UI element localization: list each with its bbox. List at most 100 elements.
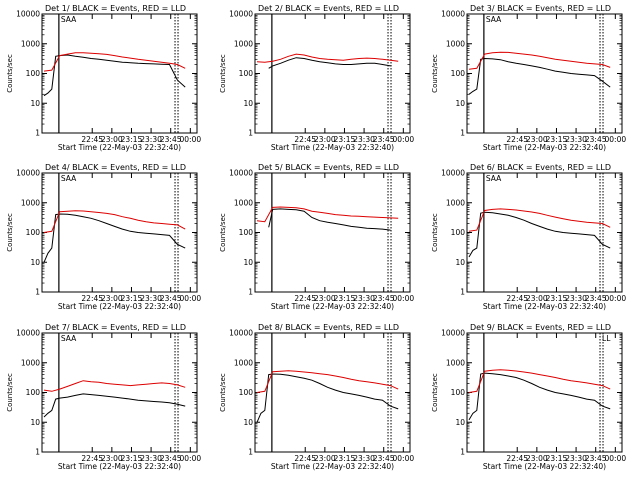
y-axis-label: Counts/sec [6,373,14,412]
plot-frame [466,172,623,293]
y-tick-label: 10000 [229,169,253,178]
x-tick-label: 23:45 [373,294,395,303]
y-tick-label: 10000 [16,169,40,178]
y-tick-label: 1000 [21,198,40,207]
y-tick-label: 1 [460,448,465,457]
x-tick-label: 23:30 [353,135,375,144]
y-tick-label: 1000 [446,39,465,48]
x-tick-label: 23:30 [565,294,587,303]
panel-title: Det 7/ BLACK = Events, RED = LLD [45,323,186,332]
x-tick-label: 23:30 [565,454,587,463]
marker-label: SAA [61,174,77,183]
y-tick-label: 10000 [441,169,465,178]
x-axis-label: Start Time (22-May-03 22:32:40) [271,143,394,152]
plot-frame [254,13,411,134]
x-axis-label: Start Time (22-May-03 22:32:40) [483,302,606,311]
x-tick-label: 22:45 [81,135,103,144]
x-tick-label: 23:00 [526,294,548,303]
x-tick-label: 23:45 [585,294,607,303]
x-tick-label: 00:00 [180,135,202,144]
y-tick-label: 100 [239,228,254,237]
series-line-red [468,208,611,232]
x-tick-label: 23:45 [160,454,182,463]
x-tick-label: 23:15 [334,454,356,463]
series-line-black [268,57,391,69]
y-tick-label: 10000 [229,329,253,338]
x-axis-label: Start Time (22-May-03 22:32:40) [271,302,394,311]
x-tick-label: 23:30 [353,294,375,303]
y-tick-label: 100 [451,228,466,237]
x-tick-label: 22:45 [81,294,103,303]
x-tick-label: 23:15 [546,454,568,463]
plot-frame [254,172,411,293]
panel-title: Det 4/ BLACK = Events, RED = LLD [45,163,186,172]
x-tick-label: 00:00 [393,294,415,303]
y-tick-label: 1 [35,448,40,457]
y-axis-label: Counts/sec [6,54,14,93]
panel-5: Det 5/ BLACK = Events, RED = LLD 1 10 100 10… [219,163,414,311]
y-tick-label: 10 [30,258,40,267]
y-tick-label: 100 [26,228,41,237]
x-tick-label: 23:00 [314,454,336,463]
x-tick-label: 22:45 [506,454,528,463]
y-tick-label: 1 [460,129,465,138]
marker-label: LL [602,334,611,343]
panel-title: Det 3/ BLACK = Events, RED = LLD [470,4,611,13]
panel-title: Det 9/ BLACK = Events, RED = LLD [470,323,611,332]
plot-frame [466,332,623,453]
y-tick-label: 10 [455,418,465,427]
y-axis-label: Counts/sec [219,373,227,412]
x-tick-label: 23:00 [101,454,123,463]
x-tick-label: 23:15 [334,135,356,144]
marker-label: SAA [61,334,77,343]
x-tick-label: 00:00 [180,294,202,303]
panel-1: Det 1/ BLACK = Events, RED = LLD 1 10 100 10… [6,4,201,152]
x-tick-label: 23:30 [565,135,587,144]
panel-title: Det 8/ BLACK = Events, RED = LLD [258,323,399,332]
y-tick-label: 1 [35,129,40,138]
panel-2: Det 2/ BLACK = Events, RED = LLD 1 10 100 10… [219,4,414,152]
y-axis-label: Counts/sec [219,54,227,93]
x-tick-label: 23:00 [526,135,548,144]
marker-label: SAA [486,174,502,183]
x-tick-label: 23:30 [353,454,375,463]
x-axis-label: Start Time (22-May-03 22:32:40) [58,462,181,471]
y-axis-label: Counts/sec [431,213,439,252]
series-line-black [43,393,186,418]
series-line-black [43,54,186,97]
x-tick-label: 23:30 [140,454,162,463]
y-tick-label: 1 [248,288,253,297]
series-line-black [268,208,391,231]
x-tick-label: 23:30 [140,294,162,303]
x-tick-label: 23:15 [334,294,356,303]
y-axis-label: Counts/sec [431,373,439,412]
panel-4: Det 4/ BLACK = Events, RED = LLD 1 10 100 10… [6,163,201,311]
plot-frame [254,332,411,453]
y-axis-label: Counts/sec [219,213,227,252]
x-axis-label: Start Time (22-May-03 22:32:40) [483,462,606,471]
x-tick-label: 23:45 [585,454,607,463]
series-line-red [43,52,186,72]
y-axis-label: Counts/sec [6,213,14,252]
plot-frame [41,172,198,293]
x-axis-label: Start Time (22-May-03 22:32:40) [271,462,394,471]
marker-label: SAA [486,15,502,24]
x-tick-label: 22:45 [294,454,316,463]
x-tick-label: 23:15 [546,294,568,303]
y-tick-label: 1000 [446,198,465,207]
panel-3: Det 3/ BLACK = Events, RED = LLD 1 10 100 10… [431,4,626,152]
y-tick-label: 10000 [16,329,40,338]
series-line-black [256,373,399,423]
x-tick-label: 00:00 [393,454,415,463]
y-tick-label: 1000 [21,39,40,48]
y-tick-label: 1 [248,448,253,457]
series-line-red [43,210,186,233]
x-tick-label: 23:45 [373,135,395,144]
panel-8: Det 8/ BLACK = Events, RED = LLD 1 10 100 10… [219,323,414,471]
x-axis-label: Start Time (22-May-03 22:32:40) [58,143,181,152]
x-tick-label: 23:45 [160,294,182,303]
panel-9: Det 9/ BLACK = Events, RED = LLD 1 10 100 10… [431,323,626,471]
series-line-black [468,211,611,258]
y-tick-label: 100 [451,388,466,397]
